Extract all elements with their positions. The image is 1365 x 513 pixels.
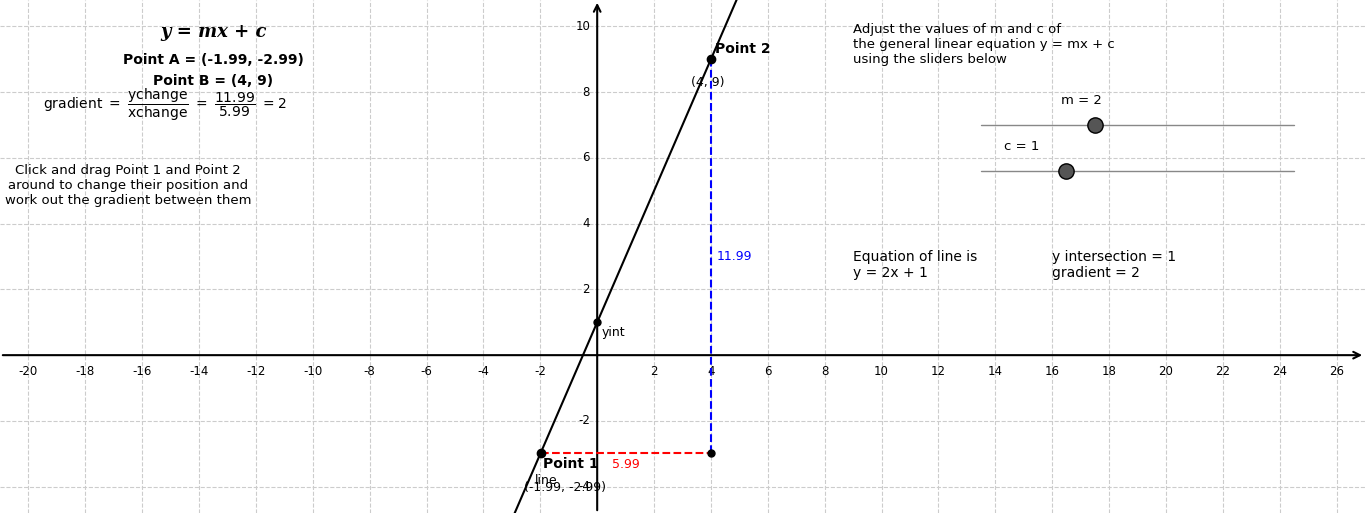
Text: 8: 8 [583, 86, 590, 98]
Text: 14: 14 [988, 365, 1003, 378]
Text: 6: 6 [583, 151, 590, 164]
Text: Point A = (-1.99, -2.99): Point A = (-1.99, -2.99) [123, 53, 304, 67]
Text: 11.99: 11.99 [717, 250, 752, 263]
Text: 8: 8 [820, 365, 829, 378]
Text: -18: -18 [75, 365, 96, 378]
Text: -2: -2 [579, 415, 590, 427]
Text: m = 2: m = 2 [1061, 94, 1102, 107]
Text: 10: 10 [874, 365, 889, 378]
Text: 22: 22 [1215, 365, 1230, 378]
Text: -10: -10 [303, 365, 322, 378]
Text: c = 1: c = 1 [1003, 140, 1039, 153]
Text: 24: 24 [1272, 365, 1287, 378]
Text: 6: 6 [764, 365, 771, 378]
Text: -6: -6 [420, 365, 433, 378]
Text: -12: -12 [246, 365, 266, 378]
Text: 4: 4 [583, 217, 590, 230]
Text: 12: 12 [931, 365, 946, 378]
Text: y = mx + c: y = mx + c [160, 23, 266, 41]
Text: -8: -8 [364, 365, 375, 378]
Text: 10: 10 [575, 20, 590, 33]
Text: -16: -16 [132, 365, 152, 378]
Text: gradient $=$ $\dfrac{\mathregular{ychange}}{\mathregular{xchange}}$ $=$ $\dfrac{: gradient $=$ $\dfrac{\mathregular{ychang… [42, 87, 287, 124]
Text: line: line [535, 473, 557, 486]
Text: 4: 4 [707, 365, 715, 378]
Text: 20: 20 [1159, 365, 1174, 378]
Text: -2: -2 [534, 365, 546, 378]
Text: (-1.99, -2.99): (-1.99, -2.99) [524, 481, 606, 495]
Text: yint: yint [602, 326, 625, 339]
Text: -20: -20 [19, 365, 38, 378]
Text: Point 2: Point 2 [715, 42, 771, 56]
Text: -4: -4 [478, 365, 490, 378]
Text: -14: -14 [190, 365, 209, 378]
Text: Click and drag Point 1 and Point 2
around to change their position and
work out : Click and drag Point 1 and Point 2 aroun… [4, 165, 251, 207]
Text: (4, 9): (4, 9) [691, 75, 725, 89]
Text: Equation of line is
y = 2x + 1: Equation of line is y = 2x + 1 [853, 250, 977, 280]
Text: 5.99: 5.99 [612, 459, 640, 471]
Text: Point 1: Point 1 [543, 457, 599, 471]
Text: 26: 26 [1330, 365, 1345, 378]
Text: 2: 2 [583, 283, 590, 296]
Text: 16: 16 [1044, 365, 1059, 378]
Text: Adjust the values of m and c of
the general linear equation y = mx + c
using the: Adjust the values of m and c of the gene… [853, 23, 1115, 66]
Text: 18: 18 [1102, 365, 1117, 378]
Text: -4: -4 [579, 480, 590, 493]
Text: y intersection = 1
gradient = 2: y intersection = 1 gradient = 2 [1052, 250, 1177, 280]
Text: Point B = (4, 9): Point B = (4, 9) [153, 74, 273, 88]
Text: 2: 2 [650, 365, 658, 378]
